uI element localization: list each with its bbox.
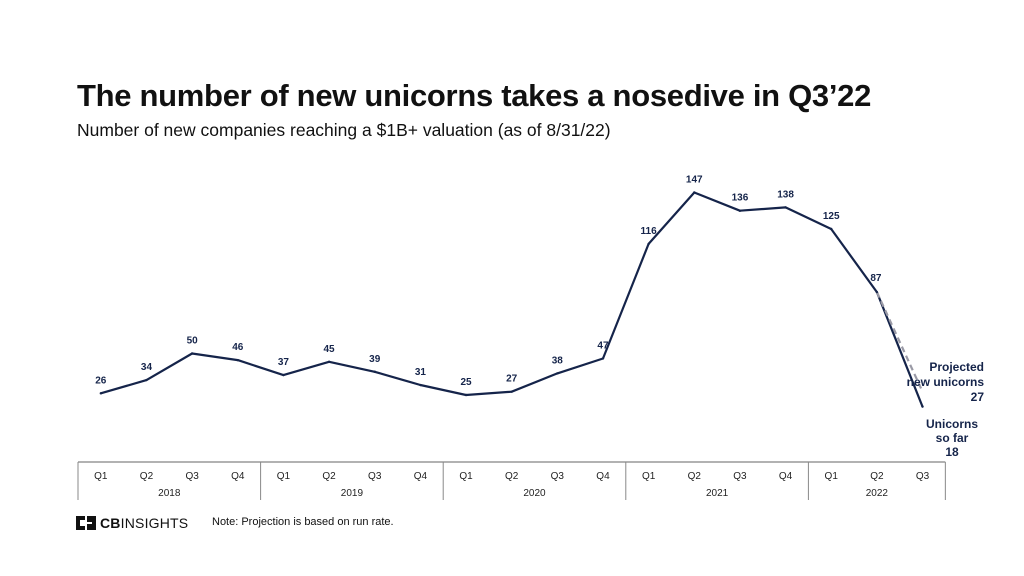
- data-point: [145, 378, 148, 382]
- data-label: 39: [369, 354, 381, 365]
- data-point: [190, 352, 194, 355]
- x-tick-label: Q1: [642, 471, 656, 482]
- data-label: 27: [506, 374, 518, 385]
- data-label: 45: [324, 344, 336, 355]
- x-tick-label: Q3: [185, 471, 199, 482]
- so-far-value-label: 18: [945, 445, 959, 459]
- footnote: Note: Projection is based on run rate.: [212, 516, 394, 528]
- x-tick-label: Q1: [459, 471, 473, 482]
- x-tick-label: Q1: [94, 471, 108, 482]
- data-label: 50: [187, 336, 199, 347]
- data-label: 147: [686, 174, 703, 185]
- cb-insights-logo: CBINSIGHTS: [76, 515, 188, 531]
- data-label: 46: [232, 342, 244, 353]
- x-tick-label: Q4: [596, 471, 610, 482]
- x-tick-label: Q3: [368, 471, 382, 482]
- x-tick-label: Q4: [414, 471, 428, 482]
- data-point: [556, 372, 559, 375]
- x-tick-label: Q2: [140, 471, 154, 482]
- data-point: [647, 242, 650, 246]
- data-point: [601, 357, 605, 360]
- data-point: [99, 392, 103, 395]
- data-point: [236, 358, 239, 362]
- data-label: 31: [415, 367, 427, 378]
- data-point: [282, 373, 285, 377]
- x-tick-label: Q1: [277, 471, 291, 482]
- data-point: [419, 383, 422, 387]
- x-tick-label: Q3: [916, 471, 930, 482]
- data-label: 26: [95, 375, 107, 386]
- x-tick-label: Q3: [733, 471, 747, 482]
- x-tick-label: Q2: [322, 471, 336, 482]
- logo-text: CBINSIGHTS: [100, 515, 189, 531]
- x-year-label: 2022: [866, 488, 889, 499]
- chart-subtitle: Number of new companies reaching a $1B+ …: [77, 120, 611, 140]
- chart-title: The number of new unicorns takes a nosed…: [77, 78, 872, 113]
- x-tick-label: Q2: [505, 471, 519, 482]
- data-point: [327, 360, 331, 363]
- data-label: 125: [823, 211, 840, 222]
- data-point: [921, 405, 924, 408]
- data-label: 138: [777, 189, 794, 200]
- x-tick-label: Q2: [688, 471, 702, 482]
- data-label: 136: [732, 193, 749, 204]
- x-year-label: 2018: [158, 488, 181, 499]
- data-label: 47: [597, 340, 609, 351]
- x-tick-label: Q4: [779, 471, 793, 482]
- data-label: 37: [278, 357, 290, 368]
- data-point: [510, 390, 513, 393]
- x-year-label: 2020: [523, 488, 546, 499]
- data-point: [373, 370, 376, 373]
- data-point: [738, 209, 742, 212]
- data-label: 25: [460, 377, 472, 388]
- data-label: 116: [641, 226, 658, 237]
- projected-annotation: Projected: [929, 360, 984, 374]
- x-tick-label: Q3: [551, 471, 565, 482]
- x-year-label: 2019: [341, 488, 364, 499]
- data-point: [875, 290, 879, 294]
- so-far-annotation: so far: [936, 431, 969, 445]
- x-tick-label: Q4: [231, 471, 245, 482]
- data-point: [830, 227, 833, 231]
- data-label: 87: [870, 273, 882, 284]
- projected-value-label: 27: [971, 390, 985, 404]
- x-tick-label: Q2: [870, 471, 884, 482]
- data-point: [784, 206, 787, 209]
- projection-line: [875, 291, 924, 393]
- so-far-annotation: Unicorns: [926, 417, 978, 431]
- cb-insights-logo-icon: [76, 516, 96, 530]
- data-point: [464, 393, 468, 397]
- data-point: [693, 191, 696, 194]
- data-label: 34: [141, 362, 153, 373]
- x-year-label: 2021: [706, 488, 729, 499]
- projected-annotation: new unicorns: [907, 375, 985, 389]
- data-label: 38: [552, 355, 564, 366]
- x-tick-label: Q1: [825, 471, 839, 482]
